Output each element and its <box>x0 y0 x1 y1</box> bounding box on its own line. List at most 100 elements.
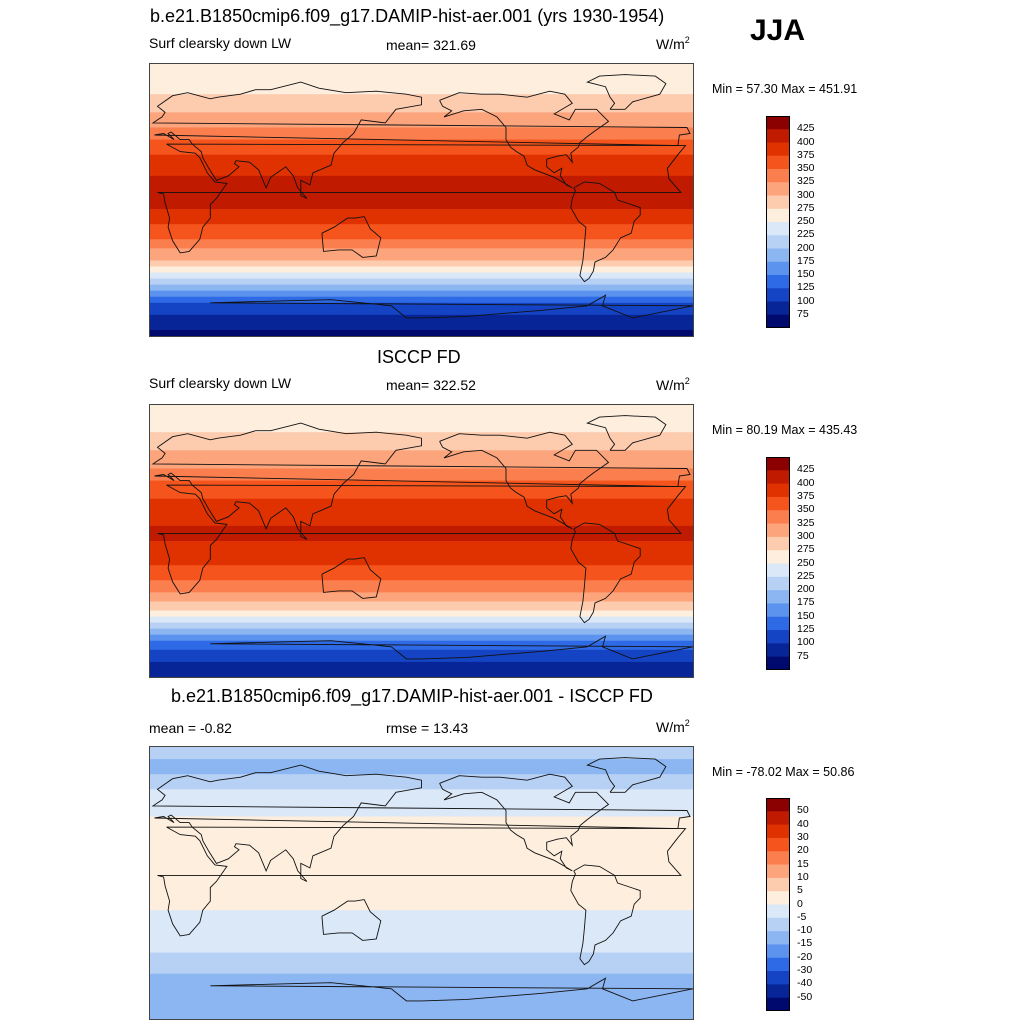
panel1-colorbar <box>766 116 790 329</box>
map-field-band <box>150 76 693 80</box>
colorbar-swatch <box>766 116 790 130</box>
map-field-band <box>150 133 693 138</box>
map-field-band <box>150 955 693 960</box>
map-field-band <box>150 928 693 932</box>
map-field-band <box>150 550 693 554</box>
map-field-band <box>150 774 693 778</box>
map-field-band <box>150 994 693 999</box>
map-field-band <box>150 121 693 126</box>
map-field-band <box>150 459 693 464</box>
map-field-band <box>150 332 693 336</box>
colorbar-swatch <box>766 510 790 525</box>
map-field-band <box>150 486 693 491</box>
colorbar-tick-label: -5 <box>797 910 807 923</box>
map-field-band <box>150 471 693 476</box>
map-field-band <box>150 453 693 457</box>
colorbar-swatch <box>766 798 790 812</box>
colorbar-tick-label: 20 <box>797 844 809 857</box>
map-field-band <box>150 601 693 606</box>
map-field-band <box>150 556 693 560</box>
map-field-band <box>150 411 693 415</box>
map-field-band <box>150 759 693 763</box>
map-field-band <box>150 883 693 887</box>
colorbar-tick-label: 375 <box>797 489 815 502</box>
colorbar-swatch <box>766 576 790 591</box>
map-field-band <box>150 293 693 298</box>
continent-outline <box>321 899 382 941</box>
panel1-title: b.e21.B1850cmip6.f09_g17.DAMIP-hist-aer.… <box>150 6 665 26</box>
colorbar-tick-label: 200 <box>797 241 815 254</box>
map-field-band <box>150 616 693 621</box>
map-field-band <box>150 245 693 249</box>
map-field-band <box>150 1006 693 1011</box>
map-field-band <box>150 604 693 609</box>
map-field-band <box>150 991 693 996</box>
map-field-band <box>150 792 693 796</box>
colorbar-swatch <box>766 824 790 839</box>
map-field-band <box>150 777 693 781</box>
map-field-band <box>150 477 693 482</box>
map-field-band <box>150 67 693 71</box>
map-field-band <box>150 206 693 210</box>
colorbar-tick-label: 300 <box>797 529 815 542</box>
colorbar-swatch <box>766 891 790 905</box>
map-field-band <box>150 157 693 162</box>
map-field-band <box>150 308 693 313</box>
map-field-band <box>150 931 693 935</box>
map-field-band <box>150 525 693 530</box>
panel3-colorbar <box>766 798 790 1012</box>
map-field-band <box>150 895 693 899</box>
colorbar-tick-label: 225 <box>797 228 815 241</box>
panel2-minmax: Min = 80.19 Max = 435.43 <box>712 423 858 437</box>
map-field-band <box>150 762 693 766</box>
continent-outline <box>210 635 693 660</box>
map-field-band <box>150 858 693 863</box>
map-field-band <box>150 637 693 642</box>
colorbar-swatch <box>766 984 790 999</box>
map-field-band <box>150 864 693 869</box>
map-field-band <box>150 910 693 914</box>
map-field-band <box>150 943 693 948</box>
map-field-band <box>150 498 693 503</box>
map-field-band <box>150 414 693 418</box>
map-field-band <box>150 747 693 751</box>
map-field-band <box>150 305 693 310</box>
map-field-band <box>150 504 693 509</box>
colorbar-swatch <box>766 917 790 932</box>
map-field-band <box>150 913 693 917</box>
map-field-band <box>150 181 693 186</box>
colorbar-swatch <box>766 142 790 157</box>
map-field-band <box>150 480 693 485</box>
map-field-band <box>150 224 693 228</box>
map-field-band <box>150 516 693 521</box>
colorbar-tick-label: 325 <box>797 516 815 529</box>
map-field-band <box>150 236 693 240</box>
map-field-band <box>150 218 693 222</box>
map-field-band <box>150 148 693 153</box>
map-field-band <box>150 562 693 566</box>
map-field-band <box>150 861 693 866</box>
map-field-band <box>150 565 693 569</box>
map-field-band <box>150 607 693 612</box>
map-field-band <box>150 628 693 633</box>
map-field-band <box>150 586 693 590</box>
colorbar-tick-label: 175 <box>797 254 815 267</box>
map-field-band <box>150 145 693 150</box>
map-field-band <box>150 492 693 497</box>
colorbar-tick-label: 150 <box>797 268 815 280</box>
colorbar-swatch <box>766 523 790 538</box>
colorbar-swatch <box>766 550 790 564</box>
map-field-band <box>150 849 693 854</box>
map-field-band <box>150 299 693 304</box>
map-field-band <box>150 952 693 957</box>
colorbar-tick-label: 100 <box>797 294 815 307</box>
colorbar-tick-label: 125 <box>797 623 815 636</box>
map-field-band <box>150 175 693 180</box>
map-field-band <box>150 221 693 225</box>
colorbar-tick-label: 275 <box>797 543 815 556</box>
map-field-band <box>150 667 693 672</box>
panel1-variable-label: Surf clearsky down LW <box>149 35 292 51</box>
colorbar-tick-label: 175 <box>797 596 815 609</box>
map-field-band <box>150 281 693 286</box>
map-field-band <box>150 115 693 119</box>
